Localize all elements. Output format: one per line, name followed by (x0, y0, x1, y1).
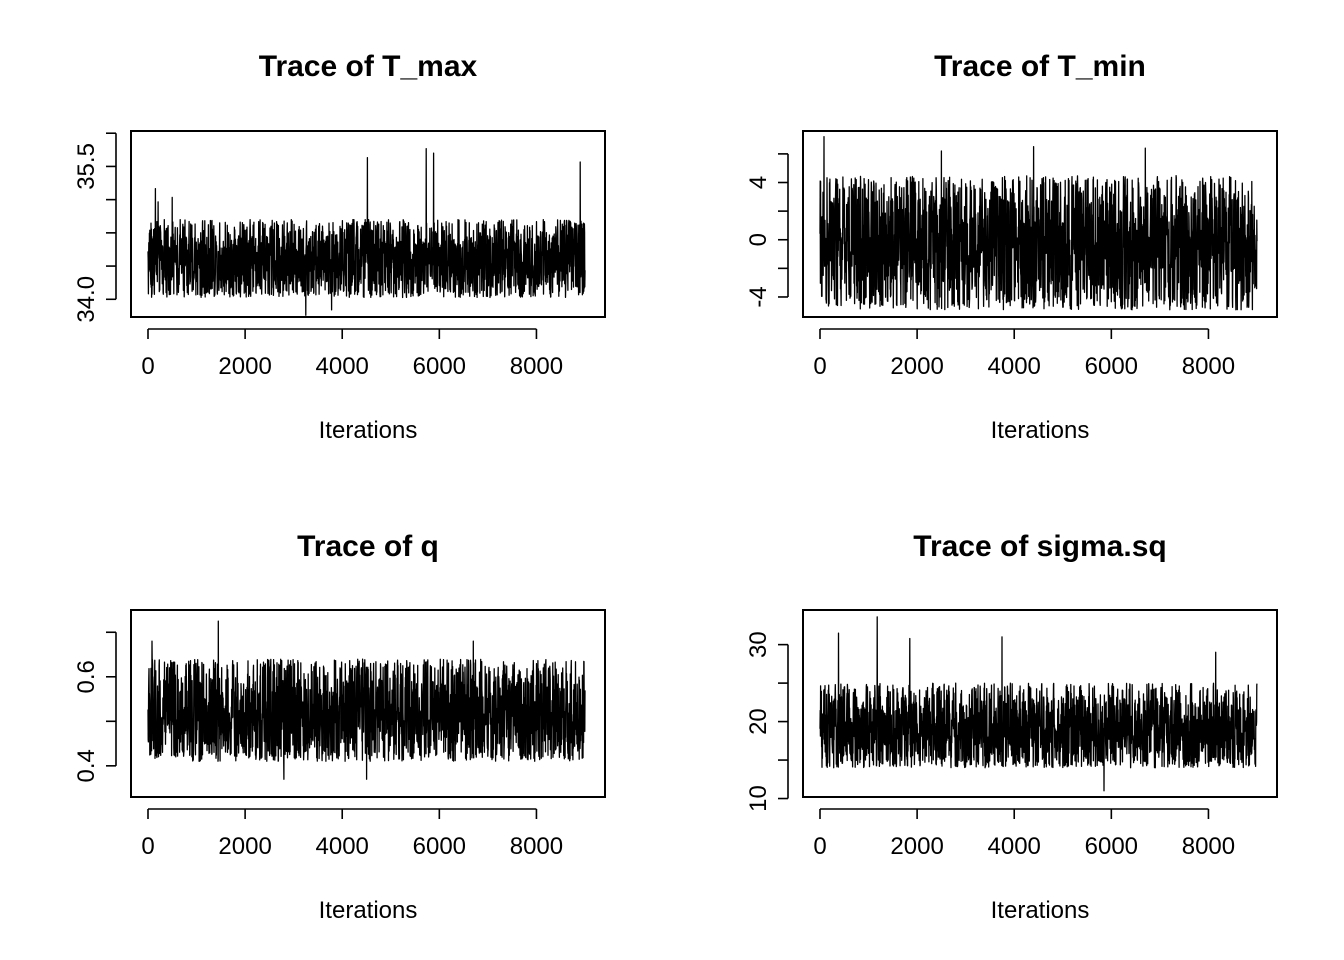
y-tick-label: 35.5 (73, 143, 100, 190)
x-tick-label: 8000 (510, 353, 563, 380)
x-axis-label: Iterations (991, 897, 1090, 924)
trace-line (147, 620, 586, 780)
plot-frame (802, 609, 1278, 798)
y-axis: 0.4 0.6 (73, 631, 117, 783)
y-tick-label: 4 (745, 176, 772, 189)
chart-title: Trace of q (297, 530, 439, 563)
chart-title: Trace of T_min (934, 50, 1146, 83)
x-tick-label: 6000 (1085, 353, 1138, 380)
x-tick-label: 6000 (413, 833, 466, 860)
x-tick-label: 0 (813, 353, 826, 380)
x-axis-label: Iterations (991, 417, 1090, 444)
trace-line (147, 148, 586, 316)
plot-frame (130, 609, 606, 798)
x-tick-label: 4000 (988, 833, 1041, 860)
panel-t-max: Trace of T_max 0 2000 4000 6000 8000 34.0 35.… (73, 50, 606, 444)
x-tick-label: 0 (813, 833, 826, 860)
x-axis: 0 2000 4000 6000 8000 (813, 808, 1235, 860)
y-axis: 10 20 30 (745, 631, 789, 812)
x-tick-label: 0 (141, 353, 154, 380)
trace-line (819, 616, 1258, 792)
x-axis: 0 2000 4000 6000 8000 (141, 328, 563, 380)
y-axis: -4 0 4 (745, 153, 789, 308)
x-tick-label: 8000 (510, 833, 563, 860)
x-tick-label: 6000 (413, 353, 466, 380)
x-tick-label: 0 (141, 833, 154, 860)
panel-t-min: Trace of T_min 0 2000 4000 6000 8000 -4 0 4 It… (745, 50, 1278, 444)
chart-title: Trace of sigma.sq (913, 530, 1166, 563)
x-tick-label: 2000 (890, 833, 943, 860)
y-tick-label: 30 (745, 631, 772, 658)
y-tick-label: 10 (745, 785, 772, 812)
x-tick-label: 8000 (1182, 833, 1235, 860)
y-tick-label: 20 (745, 708, 772, 735)
x-tick-label: 2000 (218, 833, 271, 860)
y-tick-label: 0.6 (73, 660, 100, 693)
plot-frame (802, 130, 1278, 318)
y-axis: 34.0 35.5 (73, 132, 117, 323)
x-axis-label: Iterations (319, 897, 418, 924)
x-tick-label: 6000 (1085, 833, 1138, 860)
x-tick-label: 4000 (988, 353, 1041, 380)
x-tick-label: 2000 (890, 353, 943, 380)
y-tick-label: 0.4 (73, 749, 100, 782)
x-axis: 0 2000 4000 6000 8000 (813, 328, 1235, 380)
x-tick-label: 4000 (316, 833, 369, 860)
x-tick-label: 4000 (316, 353, 369, 380)
y-tick-label: 34.0 (73, 276, 100, 323)
panel-sigma-sq: Trace of sigma.sq 0 2000 4000 6000 8000 10 20… (745, 530, 1278, 924)
x-axis: 0 2000 4000 6000 8000 (141, 808, 563, 860)
chart-title: Trace of T_max (259, 50, 478, 83)
y-tick-label: 0 (745, 233, 772, 246)
x-tick-label: 2000 (218, 353, 271, 380)
x-tick-label: 8000 (1182, 353, 1235, 380)
panel-q: Trace of q 0 2000 4000 6000 8000 0.4 0.6 Iter… (73, 530, 606, 924)
plot-frame (130, 130, 606, 318)
x-axis-label: Iterations (319, 417, 418, 444)
trace-line (819, 136, 1258, 311)
y-tick-label: -4 (745, 286, 772, 307)
